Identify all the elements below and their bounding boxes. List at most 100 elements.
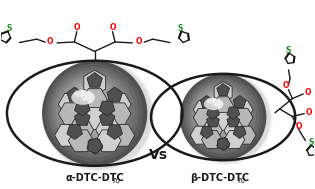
Polygon shape [224, 122, 245, 140]
Ellipse shape [45, 64, 143, 162]
Ellipse shape [201, 96, 235, 130]
Polygon shape [68, 130, 94, 152]
Polygon shape [214, 82, 232, 102]
Polygon shape [190, 126, 211, 144]
Polygon shape [207, 115, 219, 127]
Polygon shape [99, 101, 115, 116]
Polygon shape [107, 125, 123, 139]
Ellipse shape [181, 74, 271, 164]
Polygon shape [75, 111, 90, 125]
Ellipse shape [210, 106, 221, 117]
Polygon shape [107, 87, 123, 102]
Ellipse shape [187, 81, 256, 150]
Ellipse shape [206, 98, 216, 104]
Ellipse shape [205, 101, 228, 124]
Polygon shape [193, 108, 214, 126]
Polygon shape [200, 126, 213, 139]
Text: O: O [305, 88, 311, 97]
Ellipse shape [78, 99, 93, 113]
Polygon shape [88, 138, 103, 154]
Polygon shape [87, 139, 102, 154]
Polygon shape [82, 89, 107, 111]
Ellipse shape [189, 84, 253, 147]
Polygon shape [68, 119, 94, 141]
Polygon shape [202, 122, 222, 140]
Ellipse shape [212, 108, 218, 114]
Polygon shape [193, 101, 214, 119]
Ellipse shape [44, 62, 152, 169]
Polygon shape [207, 107, 219, 119]
Ellipse shape [62, 82, 118, 138]
Ellipse shape [71, 90, 95, 105]
Polygon shape [227, 115, 240, 127]
Polygon shape [58, 103, 83, 125]
Text: S: S [286, 46, 291, 55]
Polygon shape [96, 130, 121, 152]
Ellipse shape [42, 61, 147, 166]
Polygon shape [67, 87, 83, 102]
Polygon shape [224, 131, 245, 149]
Polygon shape [232, 101, 253, 119]
Ellipse shape [70, 91, 105, 125]
Text: 70: 70 [237, 178, 246, 184]
Text: 70: 70 [112, 178, 121, 184]
Polygon shape [87, 73, 102, 87]
Ellipse shape [204, 98, 223, 110]
Text: O: O [296, 122, 302, 132]
Polygon shape [84, 70, 106, 95]
Polygon shape [218, 137, 230, 150]
Text: S: S [7, 24, 12, 33]
Polygon shape [55, 124, 80, 146]
Text: S: S [308, 138, 314, 146]
Ellipse shape [76, 96, 97, 118]
Ellipse shape [48, 67, 139, 158]
Text: O: O [74, 23, 80, 32]
Text: O: O [306, 108, 312, 117]
Ellipse shape [203, 98, 232, 127]
Ellipse shape [81, 102, 89, 109]
Polygon shape [213, 112, 233, 130]
Text: O: O [136, 37, 142, 46]
Polygon shape [109, 124, 135, 146]
Polygon shape [82, 108, 107, 129]
Ellipse shape [53, 73, 130, 150]
Ellipse shape [208, 103, 225, 120]
Polygon shape [232, 108, 253, 126]
Polygon shape [217, 138, 230, 150]
Ellipse shape [56, 76, 126, 146]
Polygon shape [58, 93, 83, 115]
Polygon shape [200, 95, 213, 108]
Text: O: O [47, 37, 54, 46]
Polygon shape [235, 126, 256, 144]
Polygon shape [106, 93, 131, 115]
Polygon shape [99, 111, 115, 125]
Ellipse shape [50, 70, 135, 154]
Text: O: O [109, 23, 116, 32]
Text: β-DTC‑DTC: β-DTC‑DTC [191, 173, 249, 183]
Ellipse shape [73, 94, 101, 122]
Polygon shape [233, 126, 246, 139]
Polygon shape [202, 131, 222, 149]
Ellipse shape [67, 88, 109, 129]
Polygon shape [227, 107, 240, 119]
Ellipse shape [198, 93, 239, 134]
Polygon shape [217, 84, 230, 96]
Ellipse shape [59, 79, 122, 142]
Ellipse shape [192, 86, 249, 144]
Ellipse shape [196, 91, 242, 137]
Ellipse shape [74, 90, 86, 97]
Polygon shape [213, 97, 233, 115]
Ellipse shape [180, 74, 266, 160]
Polygon shape [106, 103, 131, 125]
Ellipse shape [185, 79, 260, 153]
Polygon shape [96, 119, 121, 141]
Polygon shape [75, 101, 90, 116]
Text: α-DTC‑DTC: α-DTC‑DTC [65, 173, 124, 183]
Ellipse shape [65, 84, 114, 134]
Ellipse shape [182, 75, 270, 163]
Ellipse shape [194, 88, 246, 140]
Text: S: S [177, 24, 183, 33]
Ellipse shape [182, 76, 263, 157]
Text: Vs: Vs [149, 149, 169, 163]
Polygon shape [233, 95, 246, 108]
